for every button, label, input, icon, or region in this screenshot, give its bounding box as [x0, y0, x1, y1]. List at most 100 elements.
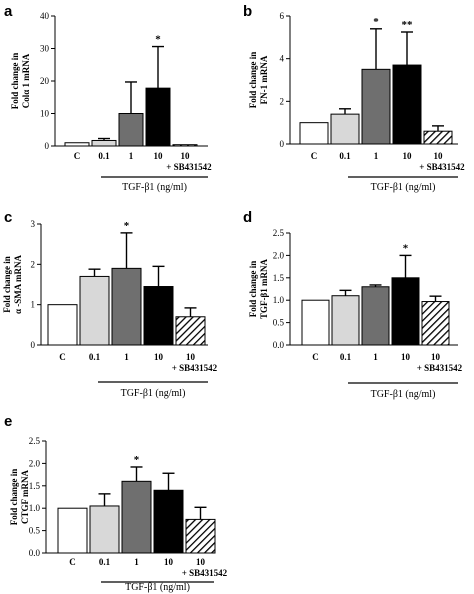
category-label-a-3: 10	[154, 151, 164, 161]
category-label-d-3: 10	[401, 352, 411, 362]
category-label-e-1: 0.1	[99, 557, 111, 567]
bar-e-0	[57, 507, 88, 554]
significance-e-2: *	[134, 454, 140, 466]
panel-letter-a: a	[4, 3, 13, 20]
y-tick-label-e: 0.0	[29, 548, 41, 558]
y-tick-label-a: 40	[40, 11, 50, 21]
bar-a-4	[172, 144, 198, 147]
y-tick-label-e: 1.0	[29, 503, 41, 513]
group-label-e: TGF-β1 (ng/ml)	[125, 582, 190, 593]
category-label-e-2: 1	[134, 557, 139, 567]
category-label-b-1: 0.1	[339, 151, 351, 161]
y-tick-label-c: 0	[31, 340, 36, 350]
bar-b-3	[392, 64, 422, 145]
bar-b-0	[299, 122, 329, 145]
group-label-b: TGF-β1 (ng/ml)	[371, 182, 436, 193]
category-label-a-4: 10	[181, 151, 191, 161]
category-label-c-4: 10	[186, 352, 196, 362]
y-axis-label-line: Fold change in	[2, 256, 12, 313]
bar-c-2	[111, 267, 142, 346]
y-tick-label-e: 2.0	[29, 458, 41, 468]
y-axis-label-line: CTGF mRNA	[20, 470, 30, 524]
significance-d-3: *	[403, 242, 409, 254]
y-axis-label-e: Fold change inCTGF mRNA	[9, 469, 30, 526]
y-tick-label-e: 1.5	[29, 481, 41, 491]
y-tick-label-b: 4	[280, 54, 285, 64]
y-tick-label-c: 1	[31, 300, 36, 310]
bar-c-3	[143, 286, 174, 346]
y-tick-label-d: 0.0	[273, 340, 285, 350]
category-label-c-0: C	[59, 352, 66, 362]
bar-d-4	[421, 301, 450, 346]
y-tick-label-b: 6	[280, 11, 285, 21]
category-label-c-1: 0.1	[89, 352, 101, 362]
y-axis-label-c: Fold change inα -SMA mRNA	[2, 254, 23, 314]
sb-label-a: + SB431542	[166, 162, 212, 172]
category-label-b-2: 1	[374, 151, 379, 161]
category-label-d-4: 10	[431, 352, 441, 362]
bar-a-2	[118, 113, 144, 147]
y-tick-label-d: 2.5	[273, 228, 285, 238]
y-axis-label-line: Fold change in	[10, 53, 20, 110]
bar-a-1	[91, 139, 117, 147]
y-tick-label-c: 2	[31, 259, 36, 269]
bar-c-4	[175, 316, 206, 346]
y-tick-label-d: 1.5	[273, 273, 285, 283]
bar-e-4	[185, 518, 216, 554]
y-axis-label-line: Fold change in	[9, 469, 19, 526]
y-tick-label-d: 2.0	[273, 250, 285, 260]
group-label-d: TGF-β1 (ng/ml)	[371, 389, 436, 400]
category-label-d-0: C	[312, 352, 319, 362]
sb-label-e: + SB431542	[182, 568, 228, 578]
bar-a-0	[64, 142, 90, 147]
category-label-a-2: 1	[129, 151, 134, 161]
y-tick-label-d: 1.0	[273, 295, 285, 305]
bar-c-0	[47, 304, 78, 346]
y-axis-label-line: Colα 1 mRNA	[21, 53, 31, 108]
sb-label-b: + SB431542	[419, 162, 465, 172]
y-tick-label-a: 30	[40, 44, 50, 54]
y-tick-label-a: 20	[40, 76, 50, 86]
category-label-e-3: 10	[164, 557, 174, 567]
bar-d-3	[391, 277, 420, 346]
category-label-b-4: 10	[434, 151, 444, 161]
y-axis-label-d: Fold change inTGF-β1 mRNA	[248, 259, 269, 319]
panel-letter-e: e	[4, 413, 12, 430]
y-axis-label-line: α -SMA mRNA	[13, 254, 23, 314]
bar-b-4	[423, 130, 453, 145]
y-axis-label-a: Fold change inColα 1 mRNA	[10, 53, 31, 110]
significance-b-3: **	[402, 19, 414, 31]
category-label-a-1: 0.1	[98, 151, 110, 161]
bar-c-1	[79, 275, 110, 346]
group-label-c: TGF-β1 (ng/ml)	[121, 388, 186, 399]
category-label-c-3: 10	[154, 352, 164, 362]
y-axis-label-line: Fold change in	[248, 261, 258, 318]
bar-e-3	[153, 489, 184, 554]
category-label-b-0: C	[311, 151, 318, 161]
category-label-b-3: 10	[403, 151, 413, 161]
y-tick-label-a: 10	[40, 109, 50, 119]
panel-letter-b: b	[243, 3, 252, 20]
significance-b-2: *	[373, 16, 379, 28]
category-label-d-1: 0.1	[340, 352, 352, 362]
category-label-c-2: 1	[124, 352, 129, 362]
bar-e-2	[121, 480, 152, 554]
sb-label-d: + SB431542	[417, 363, 463, 373]
y-axis-label-line: TGF-β1 mRNA	[259, 259, 269, 319]
y-tick-label-e: 2.5	[29, 436, 41, 446]
y-tick-label-e: 0.5	[29, 526, 41, 536]
sb-label-c: + SB431542	[172, 363, 218, 373]
y-tick-label-b: 0	[280, 139, 285, 149]
category-label-a-0: C	[74, 151, 81, 161]
category-label-d-2: 1	[373, 352, 378, 362]
bar-a-3	[145, 87, 171, 147]
y-tick-label-c: 3	[31, 219, 36, 229]
significance-a-3: *	[155, 34, 161, 46]
significance-c-2: *	[124, 220, 130, 232]
category-label-e-4: 10	[196, 557, 206, 567]
bar-d-0	[301, 299, 330, 346]
y-tick-label-a: 0	[45, 141, 50, 151]
y-tick-label-d: 0.5	[273, 318, 285, 328]
y-axis-label-line: FN-1 mRNA	[259, 55, 269, 104]
